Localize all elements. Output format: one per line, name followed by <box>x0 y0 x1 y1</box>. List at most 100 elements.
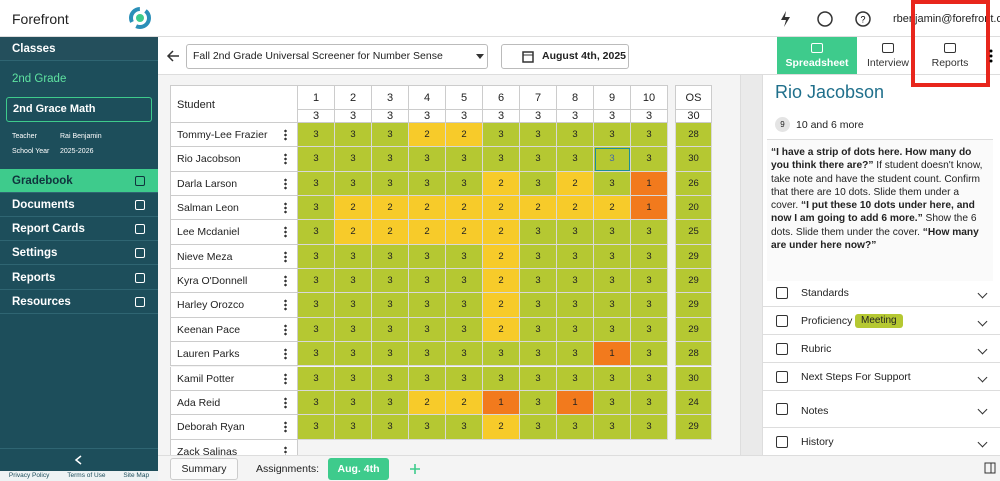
score-cell[interactable]: 3 <box>631 147 668 172</box>
score-cell[interactable]: 3 <box>594 293 631 318</box>
score-cell[interactable]: 3 <box>298 196 335 221</box>
score-cell[interactable]: 3 <box>409 269 446 294</box>
score-cell[interactable]: 3 <box>520 293 557 318</box>
score-cell[interactable]: 3 <box>335 390 372 416</box>
student-name[interactable]: Darla Larson <box>170 171 298 197</box>
score-cell[interactable]: 3 <box>594 244 631 270</box>
score-cell[interactable]: 3 <box>557 366 594 391</box>
score-cell[interactable]: 3 <box>520 220 557 245</box>
row-menu[interactable] <box>284 153 287 166</box>
row-menu[interactable] <box>284 445 287 455</box>
classes-header[interactable]: Classes <box>0 37 158 61</box>
score-cell[interactable]: 3 <box>520 342 557 367</box>
score-cell[interactable]: 3 <box>372 415 409 440</box>
score-cell[interactable]: 3 <box>446 293 483 318</box>
score-cell[interactable]: 3 <box>483 366 520 391</box>
row-menu[interactable] <box>284 421 287 434</box>
score-cell[interactable]: 3 <box>372 293 409 318</box>
score-cell[interactable]: 2 <box>446 220 483 245</box>
score-cell[interactable]: 3 <box>631 317 668 343</box>
score-cell[interactable]: 3 <box>631 220 668 245</box>
student-name[interactable]: Deborah Ryan <box>170 415 298 440</box>
footer-link[interactable]: Terms of Use <box>67 472 106 479</box>
score-cell[interactable]: 3 <box>557 123 594 148</box>
row-menu[interactable] <box>284 177 287 190</box>
row-menu[interactable] <box>284 372 287 385</box>
score-cell[interactable]: 3 <box>594 269 631 294</box>
score-cell[interactable]: 3 <box>446 366 483 391</box>
score-cell[interactable]: 3 <box>594 220 631 245</box>
nav-item[interactable]: Resources <box>0 290 158 314</box>
score-cell[interactable]: 3 <box>446 171 483 197</box>
score-cell[interactable]: 3 <box>335 366 372 391</box>
score-cell[interactable]: 2 <box>446 196 483 221</box>
score-cell[interactable]: 3 <box>631 269 668 294</box>
score-cell[interactable]: 3 <box>409 342 446 367</box>
score-cell[interactable]: 2 <box>372 220 409 245</box>
score-cell[interactable]: 3 <box>372 147 409 172</box>
score-cell[interactable]: 3 <box>520 123 557 148</box>
score-cell[interactable]: 2 <box>557 171 594 197</box>
score-cell[interactable]: 3 <box>446 269 483 294</box>
panel-section[interactable]: Standards <box>762 279 1000 307</box>
panel-toggle[interactable] <box>984 462 996 474</box>
student-name[interactable]: Tommy-Lee Frazier <box>170 123 298 148</box>
footer-link[interactable]: Privacy Policy <box>8 472 50 479</box>
score-cell[interactable]: 3 <box>520 366 557 391</box>
score-cell[interactable]: 3 <box>335 269 372 294</box>
score-cell[interactable]: 3 <box>409 317 446 343</box>
score-cell[interactable]: 3 <box>557 244 594 270</box>
score-cell[interactable]: 3 <box>298 342 335 367</box>
score-cell[interactable]: 3 <box>483 123 520 148</box>
score-cell[interactable]: 3 <box>557 269 594 294</box>
score-cell[interactable]: 3 <box>298 366 335 391</box>
score-cell[interactable]: 2 <box>446 123 483 148</box>
score-cell[interactable]: 1 <box>594 342 631 367</box>
score-cell[interactable]: 3 <box>520 244 557 270</box>
score-cell[interactable]: 3 <box>594 415 631 440</box>
score-cell[interactable]: 1 <box>483 390 520 416</box>
score-cell[interactable]: 3 <box>594 366 631 391</box>
score-cell[interactable]: 3 <box>557 293 594 318</box>
score-cell[interactable]: 3 <box>557 147 594 172</box>
more-menu[interactable] <box>988 48 994 64</box>
score-cell[interactable]: 3 <box>557 220 594 245</box>
row-menu[interactable] <box>284 323 287 336</box>
score-cell[interactable]: 3 <box>409 244 446 270</box>
score-cell[interactable]: 3 <box>298 147 335 172</box>
score-cell[interactable]: 2 <box>409 123 446 148</box>
score-cell[interactable]: 2 <box>483 293 520 318</box>
student-name[interactable]: Kamil Potter <box>170 366 298 391</box>
score-cell[interactable]: 2 <box>483 220 520 245</box>
student-name[interactable]: Lauren Parks <box>170 342 298 367</box>
score-cell[interactable]: 3 <box>372 366 409 391</box>
score-cell[interactable]: 3 <box>594 123 631 148</box>
nav-item[interactable]: Documents <box>0 193 158 217</box>
score-cell[interactable]: 3 <box>520 147 557 172</box>
score-cell[interactable]: 2 <box>483 171 520 197</box>
score-cell[interactable]: 2 <box>409 390 446 416</box>
score-cell[interactable]: 3 <box>298 317 335 343</box>
score-cell[interactable]: 1 <box>631 196 668 221</box>
score-cell[interactable]: 3 <box>298 415 335 440</box>
score-cell[interactable]: 3 <box>335 171 372 197</box>
student-name[interactable]: Ada Reid <box>170 390 298 416</box>
score-cell[interactable]: 3 <box>446 244 483 270</box>
score-cell[interactable]: 2 <box>335 220 372 245</box>
nav-item[interactable]: Settings <box>0 241 158 265</box>
class-select[interactable]: 2nd Grace Math <box>6 97 152 122</box>
header-icons[interactable]: ? <box>778 10 878 28</box>
add-assignment[interactable] <box>409 463 421 475</box>
row-menu[interactable] <box>284 299 287 312</box>
score-cell[interactable]: 3 <box>372 123 409 148</box>
score-cell[interactable]: 3 <box>520 317 557 343</box>
score-cell[interactable]: 2 <box>372 196 409 221</box>
score-cell[interactable]: 3 <box>409 293 446 318</box>
score-cell[interactable]: 3 <box>520 269 557 294</box>
score-cell[interactable]: 3 <box>446 415 483 440</box>
student-name[interactable]: Kyra O'Donnell <box>170 269 298 294</box>
score-cell[interactable]: 3 <box>335 342 372 367</box>
score-cell[interactable]: 3 <box>372 269 409 294</box>
score-cell[interactable]: 3 <box>298 269 335 294</box>
score-cell[interactable]: 3 <box>631 293 668 318</box>
